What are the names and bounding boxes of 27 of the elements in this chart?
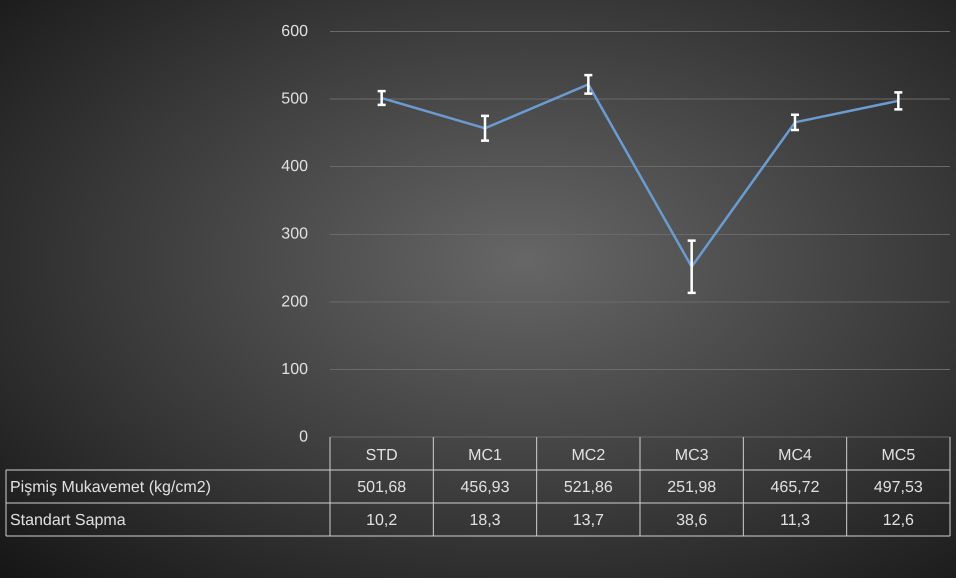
- text: 10,2: [366, 512, 398, 529]
- data-label: 251,98: [667, 478, 716, 496]
- x-tick-label: STD: [366, 446, 398, 464]
- text: Standart Sapma: [10, 512, 126, 529]
- text: 18,3: [469, 512, 501, 529]
- text: 11,3: [780, 512, 810, 529]
- y-tick-label: 200: [281, 293, 308, 310]
- y-tick-label: 0: [299, 428, 308, 446]
- data-label: 497,53: [874, 478, 923, 496]
- data-label: 456,93: [460, 478, 510, 496]
- x-tick-label: MC5: [881, 446, 916, 464]
- y-tick-label: 100: [281, 360, 308, 378]
- text: 12,6: [882, 512, 914, 529]
- text: Pişmiş Mukavemet (kg/cm2): [10, 478, 211, 496]
- text: 13,7: [572, 512, 604, 529]
- data-label: 501,68: [357, 478, 406, 496]
- x-tick-label: MC1: [468, 446, 502, 464]
- y-tick-label: 500: [281, 90, 308, 108]
- y-tick-label: 400: [281, 158, 308, 176]
- data-label: 521,86: [564, 478, 613, 496]
- x-tick-label: MC2: [571, 446, 606, 464]
- x-tick-label: MC4: [778, 446, 812, 464]
- y-tick-label: 300: [281, 226, 308, 243]
- x-tick-label: MC3: [674, 446, 709, 464]
- data-label: 465,72: [770, 478, 820, 496]
- text: 38,6: [676, 512, 708, 529]
- y-tick-label: 600: [281, 23, 308, 40]
